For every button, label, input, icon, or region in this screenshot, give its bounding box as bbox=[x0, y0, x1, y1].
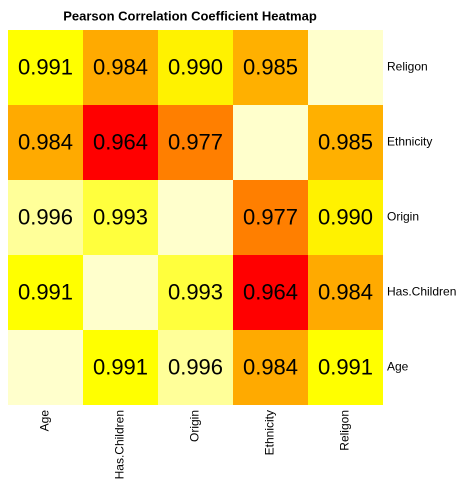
cell-label: 0.991 bbox=[93, 354, 148, 379]
cell-label: 0.991 bbox=[18, 279, 73, 304]
heatmap-cell bbox=[158, 105, 233, 180]
heatmap-cell bbox=[233, 255, 308, 330]
heatmap-cell bbox=[83, 330, 158, 405]
y-tick-label: Origin bbox=[387, 210, 419, 224]
heatmap-cell bbox=[308, 105, 383, 180]
x-tick-label: Ethnicity bbox=[263, 410, 277, 455]
heatmap-cell bbox=[233, 330, 308, 405]
x-tick-label: Religon bbox=[338, 410, 352, 451]
heatmap-cell bbox=[83, 105, 158, 180]
y-tick-label: Religon bbox=[387, 60, 428, 74]
cell-label: 0.964 bbox=[93, 129, 148, 154]
heatmap-cell bbox=[308, 30, 383, 105]
cell-label: 0.993 bbox=[168, 279, 223, 304]
heatmap-cell bbox=[158, 180, 233, 255]
heatmap-cell bbox=[8, 330, 83, 405]
cell-label: 0.984 bbox=[93, 54, 148, 79]
y-tick-label: Age bbox=[387, 360, 409, 374]
cell-label: 0.991 bbox=[318, 354, 373, 379]
cell-label: 0.990 bbox=[168, 54, 223, 79]
heatmap-cell bbox=[233, 180, 308, 255]
cell-label: 0.984 bbox=[243, 354, 298, 379]
heatmap-cell bbox=[8, 180, 83, 255]
heatmap-cell bbox=[83, 180, 158, 255]
y-tick-label: Ethnicity bbox=[387, 135, 432, 149]
heatmap-cell bbox=[308, 180, 383, 255]
cell-label: 0.984 bbox=[18, 129, 73, 154]
heatmap-cell bbox=[158, 255, 233, 330]
cell-label: 0.990 bbox=[318, 204, 373, 229]
heatmap-cell bbox=[158, 30, 233, 105]
heatmap-cell bbox=[83, 255, 158, 330]
x-tick-label: Has.Children bbox=[113, 410, 127, 479]
heatmap-cell bbox=[8, 105, 83, 180]
cell-label: 0.977 bbox=[243, 204, 298, 229]
x-tick-label: Age bbox=[38, 410, 52, 432]
cell-label: 0.964 bbox=[243, 279, 298, 304]
x-tick-label: Origin bbox=[188, 410, 202, 442]
cell-label: 0.991 bbox=[18, 54, 73, 79]
heatmap-cell bbox=[308, 330, 383, 405]
cell-label: 0.985 bbox=[318, 129, 373, 154]
heatmap-cell bbox=[233, 105, 308, 180]
cell-label: 0.993 bbox=[93, 204, 148, 229]
heatmap-cell bbox=[233, 30, 308, 105]
cell-label: 0.977 bbox=[168, 129, 223, 154]
heatmap-cell bbox=[83, 30, 158, 105]
cell-label: 0.996 bbox=[168, 354, 223, 379]
heatmap-cell bbox=[8, 255, 83, 330]
heatmap-cell bbox=[158, 330, 233, 405]
cell-label: 0.984 bbox=[318, 279, 373, 304]
cell-label: 0.985 bbox=[243, 54, 298, 79]
cell-label: 0.996 bbox=[18, 204, 73, 229]
heatmap-cell bbox=[308, 255, 383, 330]
y-tick-label: Has.Children bbox=[387, 285, 456, 299]
heatmap-cell bbox=[8, 30, 83, 105]
chart-title: Pearson Correlation Coefficient Heatmap bbox=[63, 8, 317, 23]
